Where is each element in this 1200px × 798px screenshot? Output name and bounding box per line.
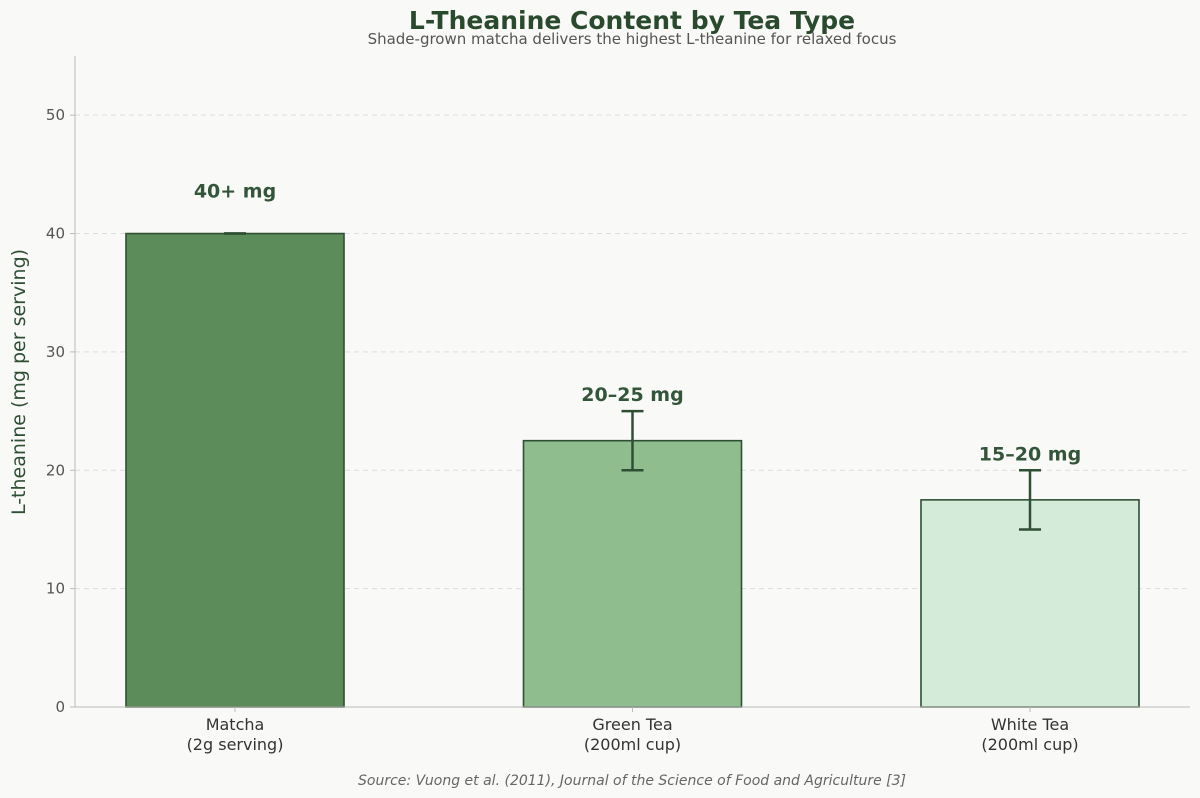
source-note: Source: Vuong et al. (2011), Journal of … bbox=[358, 773, 906, 789]
bars bbox=[125, 232, 1140, 708]
bar bbox=[125, 232, 345, 708]
labels: 0 10 20 30 40 50 40+ mg Matcha(2g serving) 20–25… bbox=[46, 106, 1081, 754]
chart-subtitle: Shade-grown matcha delivers the highest … bbox=[368, 30, 897, 48]
x-tick-label: White Tea bbox=[991, 715, 1069, 734]
x-tick-sublabel: (200ml cup) bbox=[981, 735, 1078, 754]
error-bar bbox=[621, 409, 644, 472]
x-tick-label: Green Tea bbox=[592, 715, 672, 734]
y-tick-label: 30 bbox=[46, 343, 65, 361]
data-label: 20–25 mg bbox=[581, 384, 683, 406]
data-label: 15–20 mg bbox=[979, 443, 1081, 465]
data-label: 40+ mg bbox=[194, 181, 276, 203]
y-tick-label: 40 bbox=[46, 225, 65, 243]
y-tick-label: 10 bbox=[46, 580, 65, 598]
chart-title: L-Theanine Content by Tea Type bbox=[409, 6, 855, 35]
error-bar bbox=[1019, 469, 1041, 531]
bar bbox=[920, 499, 1140, 708]
bar bbox=[522, 439, 743, 708]
x-tick-sublabel: (2g serving) bbox=[187, 735, 284, 754]
y-tick-label: 0 bbox=[55, 698, 65, 716]
axes bbox=[70, 56, 1190, 712]
y-tick-label: 50 bbox=[46, 106, 65, 124]
x-tick-label: Matcha bbox=[206, 715, 265, 734]
y-axis-label: L-theanine (mg per serving) bbox=[8, 249, 30, 515]
y-tick-label: 20 bbox=[46, 461, 65, 479]
x-tick-sublabel: (200ml cup) bbox=[584, 735, 681, 754]
